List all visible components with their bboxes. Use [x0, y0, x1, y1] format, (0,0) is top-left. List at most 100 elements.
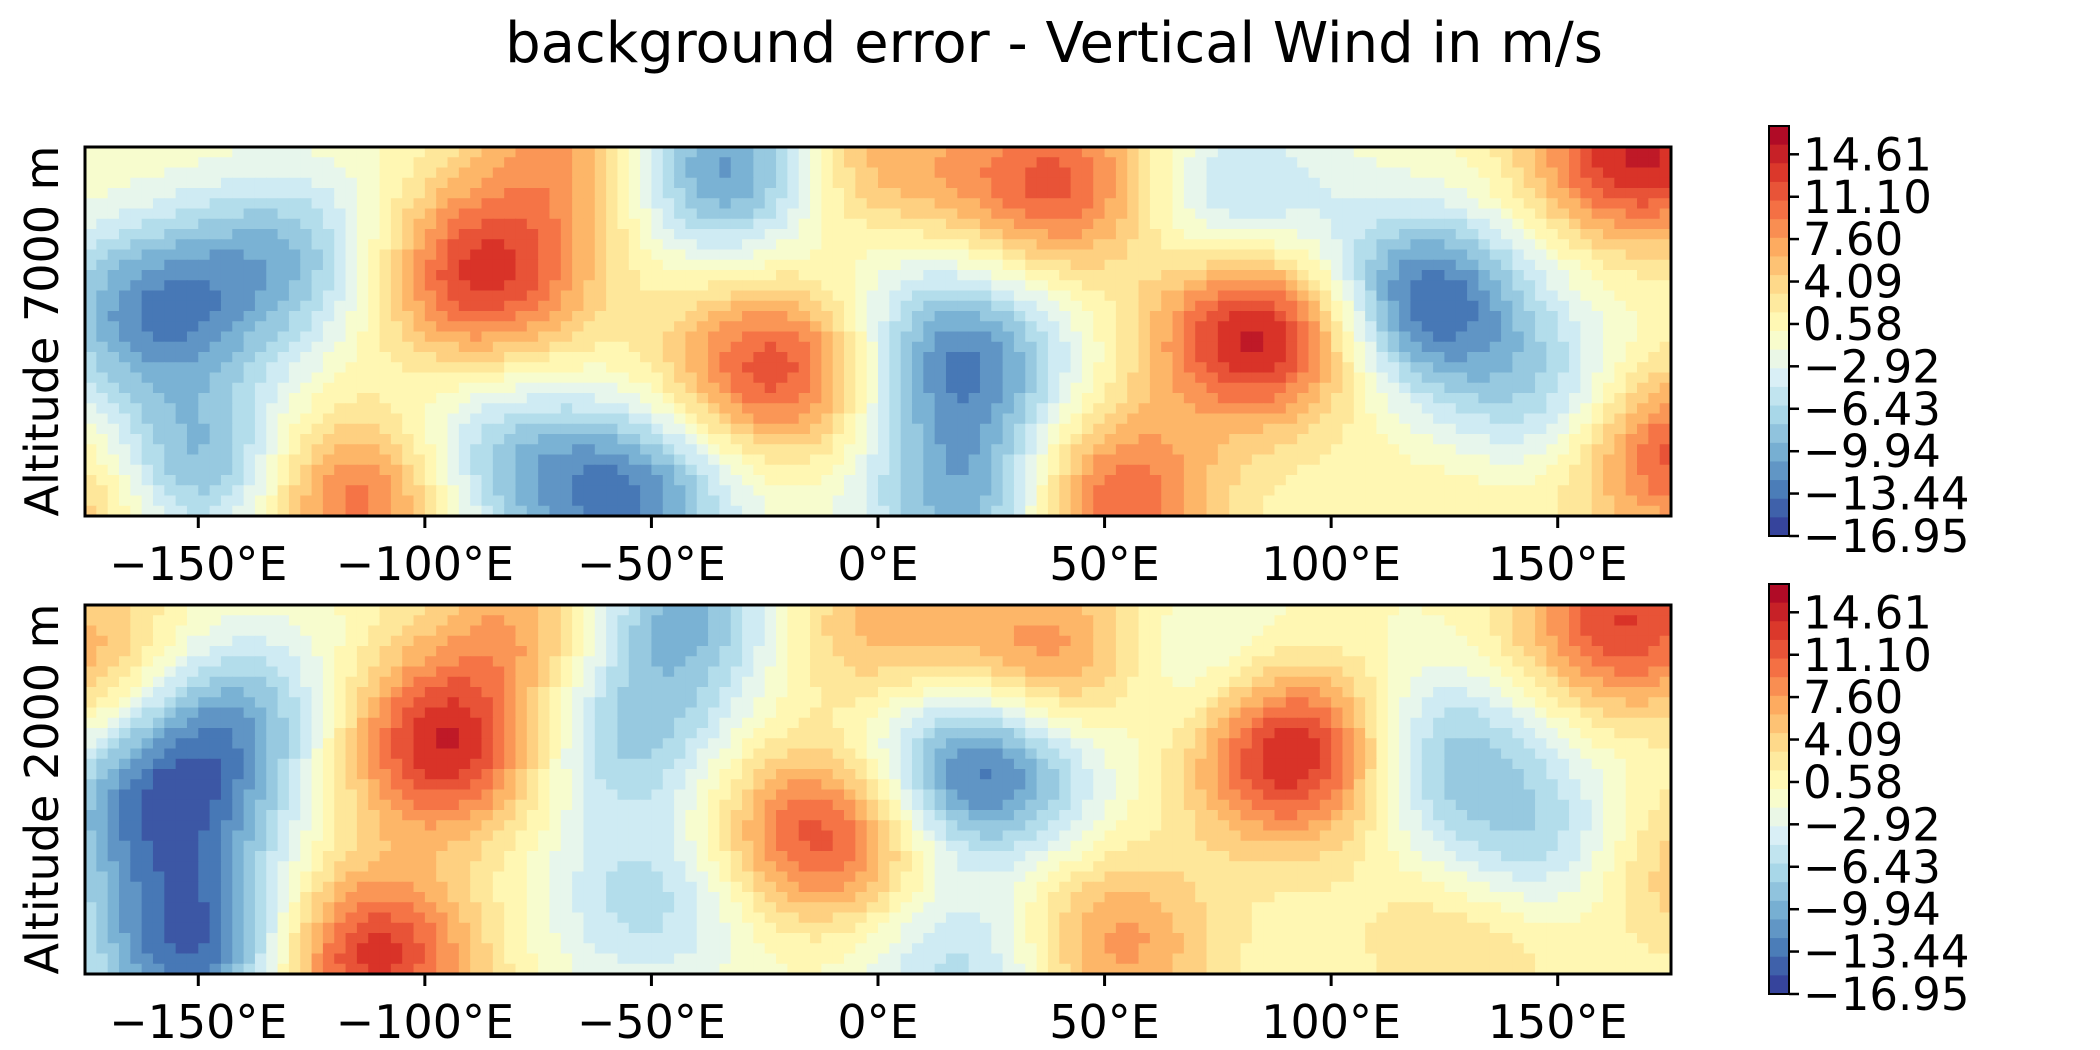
- heatmap-cell: [379, 464, 392, 476]
- heatmap-cell: [1523, 434, 1536, 445]
- heatmap-cell: [402, 413, 415, 425]
- heatmap-cell: [492, 464, 505, 476]
- heatmap-cell: [900, 218, 913, 230]
- heatmap-cell: [1081, 341, 1094, 353]
- heatmap-cell: [1183, 300, 1196, 312]
- heatmap-cell: [651, 393, 664, 404]
- heatmap-cell: [130, 423, 143, 435]
- heatmap-cell: [821, 280, 834, 292]
- heatmap-cell: [662, 423, 675, 435]
- heatmap-cell: [1387, 208, 1400, 220]
- heatmap-cell: [413, 177, 426, 189]
- heatmap-cell: [911, 177, 924, 189]
- heatmap-cell: [742, 188, 754, 199]
- heatmap-cell: [787, 505, 800, 517]
- heatmap-cell: [911, 352, 924, 363]
- heatmap-cell: [1501, 362, 1513, 374]
- heatmap-cell: [1070, 423, 1083, 435]
- heatmap-cell: [606, 157, 619, 169]
- heatmap-cell: [832, 311, 845, 322]
- heatmap-cell: [1376, 413, 1389, 425]
- heatmap-cell: [1387, 239, 1400, 251]
- heatmap-cell: [118, 198, 131, 210]
- heatmap-cell: [855, 290, 868, 302]
- heatmap-cell: [1059, 229, 1072, 240]
- heatmap-cell: [696, 423, 709, 435]
- heatmap-cell: [1523, 239, 1536, 251]
- heatmap-cell: [572, 229, 585, 240]
- heatmap-cell: [1206, 218, 1219, 230]
- heatmap-cell: [572, 249, 585, 261]
- heatmap-cell: [1421, 393, 1434, 404]
- heatmap-cell: [1319, 413, 1332, 425]
- heatmap-cell: [198, 188, 211, 199]
- heatmap-cell: [1013, 454, 1026, 466]
- heatmap-cell: [1297, 475, 1310, 486]
- heatmap-cell: [617, 444, 630, 456]
- heatmap-cell: [345, 475, 358, 486]
- heatmap-cell: [1433, 300, 1446, 312]
- heatmap-cell: [968, 485, 981, 497]
- heatmap-cell: [118, 475, 131, 486]
- heatmap-cell: [832, 382, 845, 394]
- heatmap-cell: [708, 300, 720, 312]
- heatmap-cell: [674, 485, 687, 497]
- heatmap-cell: [515, 167, 528, 179]
- heatmap-cell: [130, 382, 143, 394]
- heatmap-cell: [911, 403, 924, 415]
- heatmap-cell: [617, 311, 630, 322]
- heatmap-cell: [583, 434, 596, 445]
- heatmap-cell: [402, 423, 415, 435]
- heatmap-cell: [1444, 270, 1457, 281]
- heatmap-cell: [402, 434, 415, 445]
- heatmap-cell: [447, 444, 460, 456]
- heatmap-cell: [186, 464, 199, 476]
- heatmap-cell: [674, 423, 687, 435]
- heatmap-cell: [640, 382, 653, 394]
- heatmap-cell: [164, 331, 177, 343]
- heatmap-cell: [481, 495, 494, 507]
- heatmap-cell: [107, 198, 120, 210]
- heatmap-cell: [1047, 464, 1060, 476]
- heatmap-cell: [911, 475, 924, 486]
- heatmap-cell: [674, 239, 687, 251]
- heatmap-cell: [708, 188, 720, 199]
- heatmap-cell: [1331, 423, 1344, 435]
- heatmap-cell: [96, 270, 109, 281]
- heatmap-cell: [742, 423, 754, 435]
- heatmap-cell: [515, 464, 528, 476]
- heatmap-cell: [549, 290, 562, 302]
- heatmap-cell: [379, 311, 392, 322]
- heatmap-cell: [141, 321, 154, 333]
- heatmap-cell: [1183, 393, 1196, 404]
- heatmap-cell: [345, 505, 358, 517]
- heatmap-cell: [945, 147, 958, 158]
- heatmap-cell: [1467, 495, 1480, 507]
- heatmap-cell: [730, 505, 743, 517]
- heatmap-cell: [1637, 249, 1649, 261]
- heatmap-cell: [787, 290, 800, 302]
- heatmap-cell: [572, 188, 585, 199]
- heatmap-cell: [900, 188, 913, 199]
- heatmap-cell: [560, 157, 573, 169]
- heatmap-cell: [1263, 352, 1276, 363]
- heatmap-cell: [1047, 177, 1060, 189]
- heatmap-cell: [288, 239, 301, 251]
- heatmap-cell: [1614, 413, 1627, 425]
- heatmap-cell: [1625, 423, 1638, 435]
- heatmap-cell: [1342, 321, 1355, 333]
- heatmap-cell: [979, 300, 992, 312]
- heatmap-cell: [1512, 218, 1525, 230]
- heatmap-cell: [1161, 239, 1174, 251]
- heatmap-cell: [504, 352, 517, 363]
- heatmap-cell: [1059, 423, 1072, 435]
- heatmap-cell: [1059, 434, 1072, 445]
- heatmap-cell: [141, 505, 154, 517]
- heatmap-cell: [288, 485, 301, 497]
- heatmap-cell: [322, 229, 335, 240]
- heatmap-cell: [583, 505, 596, 517]
- heatmap-cell: [934, 382, 947, 394]
- heatmap-cell: [753, 393, 766, 404]
- heatmap-cell: [515, 403, 528, 415]
- heatmap-cell: [85, 382, 97, 394]
